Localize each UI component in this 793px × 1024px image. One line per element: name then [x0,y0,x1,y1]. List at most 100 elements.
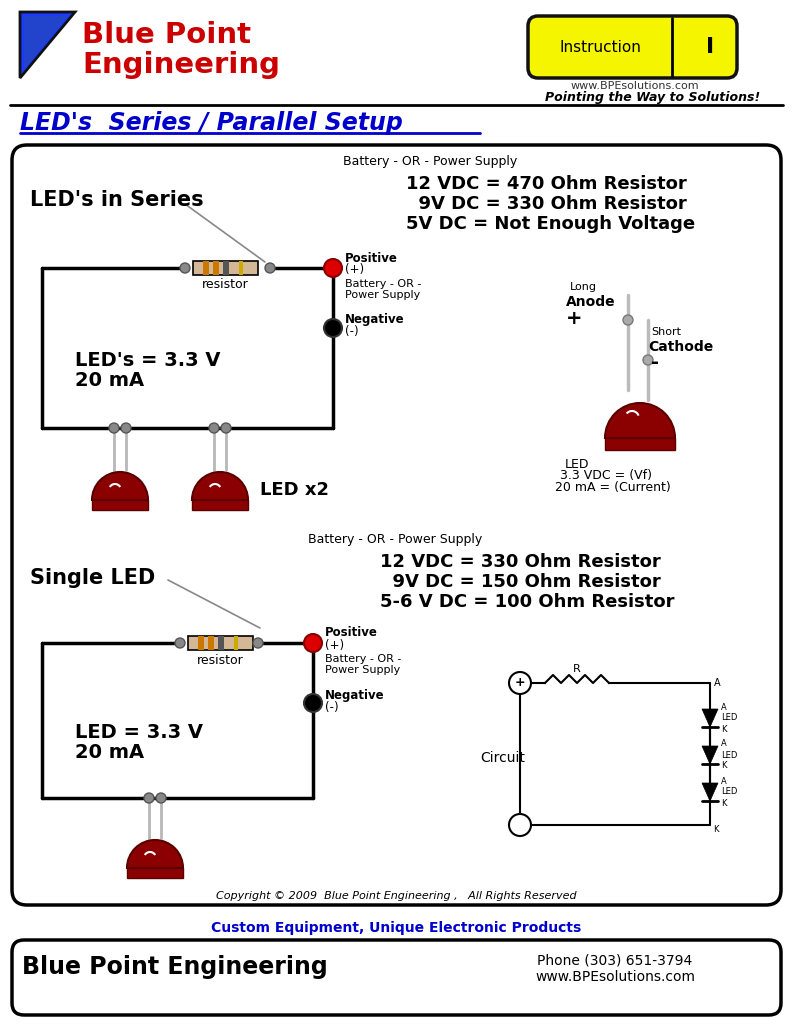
Text: Positive: Positive [345,252,398,264]
Circle shape [253,638,263,648]
Polygon shape [702,709,718,727]
Bar [188,636,253,650]
Wedge shape [192,472,248,500]
Text: Power Supply: Power Supply [345,290,420,300]
Text: 20 mA: 20 mA [75,742,144,762]
Polygon shape [702,746,718,764]
Circle shape [509,814,531,836]
Wedge shape [605,403,675,438]
Circle shape [324,259,342,278]
Text: Negative: Negative [325,688,385,701]
Text: (+): (+) [345,263,364,276]
Text: +: + [566,308,583,328]
Text: LED's = 3.3 V: LED's = 3.3 V [75,350,220,370]
Text: A: A [721,776,726,785]
Text: Power Supply: Power Supply [325,665,400,675]
Text: LED's  Series / Parallel Setup: LED's Series / Parallel Setup [20,111,403,135]
Circle shape [156,793,166,803]
Circle shape [324,319,342,337]
Text: K: K [721,762,726,770]
Text: Battery - OR - Power Supply: Battery - OR - Power Supply [308,534,482,547]
FancyBboxPatch shape [12,145,781,905]
Bar [92,500,148,510]
Circle shape [643,355,653,365]
Text: 9V DC = 150 Ohm Resistor: 9V DC = 150 Ohm Resistor [380,573,661,591]
Text: Copyright © 2009  Blue Point Engineering ,   All Rights Reserved: Copyright © 2009 Blue Point Engineering … [216,891,577,901]
Text: R: R [573,664,581,674]
Text: Phone (303) 651-3794: Phone (303) 651-3794 [538,953,692,967]
Text: LED x2: LED x2 [260,481,329,499]
Text: Circuit: Circuit [480,751,525,765]
Text: Anode: Anode [566,295,615,309]
Circle shape [509,672,531,694]
Circle shape [180,263,190,273]
Circle shape [623,315,633,325]
Text: Short: Short [651,327,681,337]
Bar [193,261,258,275]
Circle shape [221,423,231,433]
FancyBboxPatch shape [12,940,781,1015]
Bar [198,636,204,650]
Text: 12 VDC = 470 Ohm Resistor: 12 VDC = 470 Ohm Resistor [406,175,687,193]
Bar [208,636,214,650]
Text: 20 mA = (Current): 20 mA = (Current) [555,481,671,495]
Polygon shape [24,16,68,70]
Bar [213,261,219,275]
Text: +: + [515,677,525,689]
Text: resistor: resistor [201,279,248,292]
Circle shape [265,263,275,273]
Text: Battery - OR -: Battery - OR - [325,654,401,664]
Text: K: K [713,825,718,835]
Text: K: K [721,799,726,808]
Text: A: A [721,739,726,749]
Text: (-): (-) [345,326,358,339]
Text: 12 VDC = 330 Ohm Resistor: 12 VDC = 330 Ohm Resistor [380,553,661,571]
Bar [605,438,675,450]
Bar [223,261,229,275]
Text: LED = 3.3 V: LED = 3.3 V [75,723,203,741]
Bar [234,636,238,650]
Circle shape [109,423,119,433]
Text: Negative: Negative [345,313,404,327]
FancyBboxPatch shape [528,16,737,78]
Text: Blue Point Engineering: Blue Point Engineering [22,955,328,979]
Text: Cathode: Cathode [648,340,713,354]
Text: 20 mA: 20 mA [75,371,144,389]
Text: www.BPEsolutions.com: www.BPEsolutions.com [535,970,695,984]
Text: 5-6 V DC = 100 Ohm Resistor: 5-6 V DC = 100 Ohm Resistor [380,593,675,611]
Text: 5V DC = Not Enough Voltage: 5V DC = Not Enough Voltage [406,215,695,233]
Text: 3.3 VDC = (Vf): 3.3 VDC = (Vf) [560,469,652,482]
Circle shape [304,694,322,712]
Text: A: A [721,702,726,712]
Bar [203,261,209,275]
Text: LED: LED [721,714,737,723]
Circle shape [209,423,219,433]
Wedge shape [92,472,148,500]
Bar [127,868,183,878]
Bar [218,636,224,650]
Circle shape [144,793,154,803]
Text: Engineering: Engineering [82,51,280,79]
Text: Single LED: Single LED [30,568,155,588]
Text: www.BPEsolutions.com: www.BPEsolutions.com [571,81,699,91]
Bar [192,500,248,510]
Wedge shape [127,840,183,868]
Text: I: I [706,37,714,57]
Text: LED: LED [721,751,737,760]
Text: resistor: resistor [197,653,243,667]
Text: Pointing the Way to Solutions!: Pointing the Way to Solutions! [545,90,760,103]
Text: LED's in Series: LED's in Series [30,190,204,210]
Text: LED: LED [565,458,589,470]
Text: Custom Equipment, Unique Electronic Products: Custom Equipment, Unique Electronic Prod… [211,921,581,935]
Text: LED: LED [721,787,737,797]
Text: -: - [651,353,659,373]
Text: (+): (+) [325,639,344,651]
Circle shape [175,638,185,648]
Circle shape [304,634,322,652]
Text: 9V DC = 330 Ohm Resistor: 9V DC = 330 Ohm Resistor [406,195,687,213]
Polygon shape [20,12,75,78]
Text: A: A [714,678,721,688]
Polygon shape [702,783,718,801]
Text: Battery - OR - Power Supply: Battery - OR - Power Supply [343,156,517,169]
Text: (-): (-) [325,700,339,714]
